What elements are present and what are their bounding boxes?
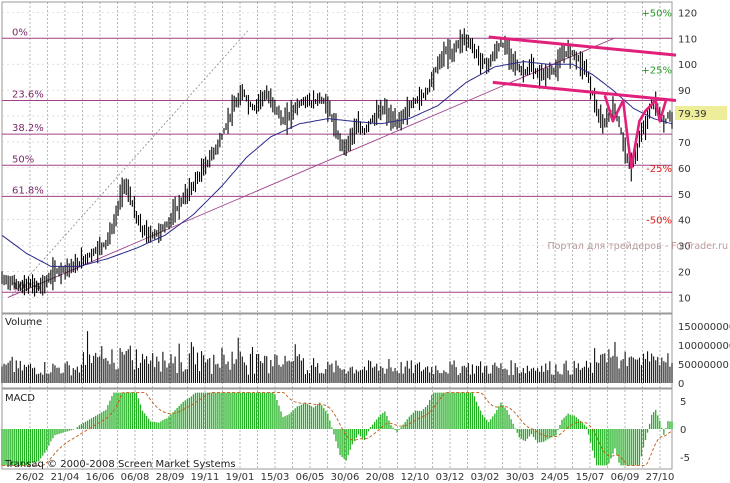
watermark: Портал для трейдеров - ForTrader.ru: [547, 241, 728, 252]
price-axis-label: 20: [678, 268, 691, 279]
trend-lines: [7, 30, 615, 298]
macd-signal-line: [2, 392, 673, 466]
percent-label: -50%: [646, 216, 672, 227]
date-axis-label: 30/06: [331, 472, 360, 483]
fibonacci-levels: 0%23.6%38.2%50%61.8%100%: [2, 27, 672, 293]
price-axis-label: 60: [678, 164, 691, 175]
date-axis-label: 12/10: [401, 472, 430, 483]
macd-panel-title: MACD: [5, 393, 35, 404]
last-price-tag: [675, 106, 727, 120]
date-axis: 26/02 21/04 16/06 06/08 28/09 19/11 19/01 15/03…: [16, 472, 675, 483]
price-axis-label: 10: [678, 293, 691, 304]
date-axis-label: 19/11: [191, 472, 220, 483]
date-axis-label: 15/07: [576, 472, 605, 483]
date-axis-label: 27/10: [646, 472, 675, 483]
date-axis-label: 20/08: [366, 472, 395, 483]
volume-axis-label: 100000000: [678, 341, 730, 352]
price-axis-label: 50: [678, 190, 691, 201]
date-axis-label: 06/05: [296, 472, 325, 483]
price-axis-label: 40: [678, 216, 691, 227]
price-axis-label: 100: [678, 60, 697, 71]
volume-axis-label: 50000000: [678, 360, 729, 371]
support-trendline: [7, 37, 615, 298]
date-axis-label: 30/03: [506, 472, 535, 483]
channel-lower-line: [492, 80, 677, 102]
volume-panel-title: Volume: [5, 317, 42, 328]
price-axis-label: 90: [678, 86, 691, 97]
percent-label: +25%: [641, 65, 672, 76]
date-axis-label: 24/05: [541, 472, 570, 483]
date-axis-label: 06/09: [611, 472, 640, 483]
channel-upper-line: [488, 35, 677, 57]
date-axis-label: 03/02: [471, 472, 500, 483]
date-axis-label: 21/04: [51, 472, 80, 483]
date-axis-label: 06/08: [121, 472, 150, 483]
macd-axis-label: 5: [680, 397, 686, 408]
macd-axis-label: -5: [680, 453, 690, 464]
percent-label: +50%: [641, 8, 672, 19]
volume-axis-label: 0: [678, 379, 684, 390]
price-axis-label: 110: [678, 34, 697, 45]
date-axis-label: 19/01: [226, 472, 255, 483]
price-channel: [488, 35, 677, 170]
percent-label: -25%: [646, 164, 672, 175]
volume-panel: [1, 313, 673, 389]
volume-axis-label: 150000000: [678, 322, 730, 333]
fibonacci-label: 61.8%: [12, 185, 44, 196]
price-axis-label: 120: [678, 8, 697, 19]
moving-average-series: [1, 61, 673, 267]
fibonacci-label: 38.2%: [12, 123, 44, 134]
price-axis: 1020304050607080901001101201500000001000…: [678, 8, 730, 464]
price-panel: [1, 1, 673, 314]
fibonacci-label: 0%: [12, 27, 28, 38]
fibonacci-label: 50%: [12, 154, 34, 165]
dotted-trendline: [11, 30, 249, 296]
percent-labels: +50% +25% -25% -50%: [641, 8, 672, 226]
macd-axis-label: 0: [680, 425, 686, 436]
fibonacci-label: 23.6%: [12, 89, 44, 100]
date-axis-label: 15/03: [261, 472, 290, 483]
volume-bars: [1, 331, 673, 383]
date-axis-label: 03/12: [436, 472, 465, 483]
macd-histogram: [1, 392, 673, 466]
moving-average-line: [1, 61, 673, 267]
date-axis-label: 16/06: [86, 472, 115, 483]
macd-panel: [1, 388, 673, 470]
price-series: [1, 28, 673, 297]
date-axis-label: 26/02: [16, 472, 45, 483]
pattern-zigzag: [603, 94, 668, 170]
last-price-label: 79.39: [678, 109, 707, 120]
vertical-gridlines: [29, 2, 661, 469]
price-axis-label: 30: [678, 242, 691, 253]
price-axis-label: 70: [678, 138, 691, 149]
copyright: Transaq © 2000-2008 Screen Market System…: [4, 459, 236, 470]
date-axis-label: 28/09: [156, 472, 185, 483]
